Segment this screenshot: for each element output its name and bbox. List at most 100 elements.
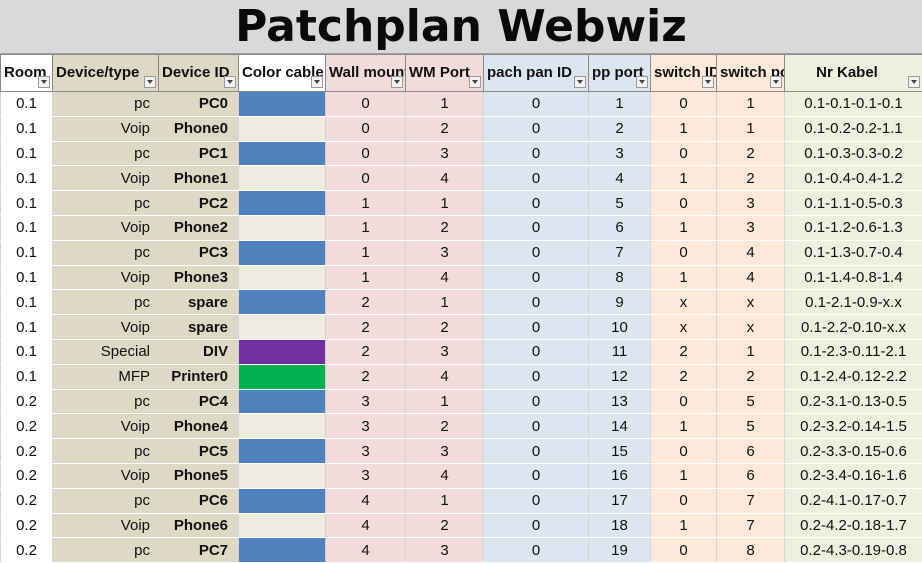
cell-device-type[interactable]: Voip bbox=[53, 414, 159, 439]
cell-switch-port[interactable]: 5 bbox=[717, 389, 785, 414]
cell-switch-port[interactable]: 2 bbox=[717, 141, 785, 166]
cell-wm-port[interactable]: 4 bbox=[406, 265, 484, 290]
cell-room[interactable]: 0.1 bbox=[1, 364, 53, 389]
cell-nr-kabel[interactable]: 0.2-4.1-0.17-0.7 bbox=[785, 488, 922, 513]
cell-device-id[interactable]: PC3 bbox=[159, 240, 239, 265]
cell-pp-port[interactable]: 7 bbox=[589, 240, 651, 265]
cell-wall-mount[interactable]: 4 bbox=[326, 488, 406, 513]
cell-device-id[interactable]: PC1 bbox=[159, 141, 239, 166]
cell-switch-id[interactable]: x bbox=[651, 290, 717, 315]
cell-patch-panel-id[interactable]: 0 bbox=[484, 141, 589, 166]
cell-nr-kabel[interactable]: 0.2-3.2-0.14-1.5 bbox=[785, 414, 922, 439]
cell-wm-port[interactable]: 4 bbox=[406, 463, 484, 488]
cell-room[interactable]: 0.2 bbox=[1, 513, 53, 538]
cell-device-id[interactable]: spare bbox=[159, 315, 239, 340]
cell-device-type[interactable]: pc bbox=[53, 141, 159, 166]
header-nr-kabel[interactable]: Nr Kabel bbox=[785, 55, 922, 92]
cell-patch-panel-id[interactable]: 0 bbox=[484, 538, 589, 563]
cell-room[interactable]: 0.2 bbox=[1, 439, 53, 464]
cell-patch-panel-id[interactable]: 0 bbox=[484, 116, 589, 141]
color-swatch-cell[interactable] bbox=[239, 141, 326, 166]
cell-room[interactable]: 0.2 bbox=[1, 389, 53, 414]
cell-device-type[interactable]: Voip bbox=[53, 513, 159, 538]
cell-nr-kabel[interactable]: 0.2-4.3-0.19-0.8 bbox=[785, 538, 922, 563]
cell-switch-id[interactable]: 1 bbox=[651, 166, 717, 191]
cell-pp-port[interactable]: 17 bbox=[589, 488, 651, 513]
cell-patch-panel-id[interactable]: 0 bbox=[484, 240, 589, 265]
filter-dropdown-icon[interactable] bbox=[702, 76, 714, 88]
cell-device-type[interactable]: Voip bbox=[53, 463, 159, 488]
cell-switch-id[interactable]: 2 bbox=[651, 339, 717, 364]
cell-switch-port[interactable]: 2 bbox=[717, 166, 785, 191]
cell-wm-port[interactable]: 2 bbox=[406, 116, 484, 141]
color-swatch-cell[interactable] bbox=[239, 92, 326, 117]
cell-wm-port[interactable]: 1 bbox=[406, 92, 484, 117]
color-swatch-cell[interactable] bbox=[239, 439, 326, 464]
cell-device-type[interactable]: Voip bbox=[53, 116, 159, 141]
color-swatch-cell[interactable] bbox=[239, 315, 326, 340]
cell-patch-panel-id[interactable]: 0 bbox=[484, 463, 589, 488]
cell-switch-id[interactable]: 1 bbox=[651, 215, 717, 240]
cell-device-type[interactable]: pc bbox=[53, 290, 159, 315]
cell-device-type[interactable]: Special bbox=[53, 339, 159, 364]
cell-switch-port[interactable]: 1 bbox=[717, 116, 785, 141]
cell-wm-port[interactable]: 1 bbox=[406, 290, 484, 315]
filter-dropdown-icon[interactable] bbox=[144, 76, 156, 88]
cell-wm-port[interactable]: 1 bbox=[406, 488, 484, 513]
cell-room[interactable]: 0.1 bbox=[1, 265, 53, 290]
cell-switch-id[interactable]: 0 bbox=[651, 538, 717, 563]
cell-switch-port[interactable]: 8 bbox=[717, 538, 785, 563]
filter-dropdown-icon[interactable] bbox=[311, 76, 323, 88]
cell-wall-mount[interactable]: 3 bbox=[326, 463, 406, 488]
cell-wm-port[interactable]: 2 bbox=[406, 414, 484, 439]
cell-wall-mount[interactable]: 2 bbox=[326, 290, 406, 315]
cell-wm-port[interactable]: 3 bbox=[406, 240, 484, 265]
header-wm-port[interactable]: WM Port bbox=[406, 55, 484, 92]
cell-pp-port[interactable]: 16 bbox=[589, 463, 651, 488]
cell-wall-mount[interactable]: 0 bbox=[326, 166, 406, 191]
cell-room[interactable]: 0.1 bbox=[1, 315, 53, 340]
header-device-id[interactable]: Device ID bbox=[159, 55, 239, 92]
cell-wall-mount[interactable]: 1 bbox=[326, 265, 406, 290]
cell-device-id[interactable]: PC5 bbox=[159, 439, 239, 464]
cell-wm-port[interactable]: 4 bbox=[406, 166, 484, 191]
cell-nr-kabel[interactable]: 0.1-1.2-0.6-1.3 bbox=[785, 215, 922, 240]
color-swatch-cell[interactable] bbox=[239, 463, 326, 488]
cell-wall-mount[interactable]: 4 bbox=[326, 513, 406, 538]
cell-switch-port[interactable]: 6 bbox=[717, 463, 785, 488]
cell-switch-port[interactable]: 4 bbox=[717, 240, 785, 265]
header-device-type[interactable]: Device/type bbox=[53, 55, 159, 92]
header-patch-panel-id[interactable]: pach pan ID bbox=[484, 55, 589, 92]
cell-switch-port[interactable]: x bbox=[717, 290, 785, 315]
cell-device-type[interactable]: pc bbox=[53, 538, 159, 563]
cell-device-id[interactable]: PC0 bbox=[159, 92, 239, 117]
cell-room[interactable]: 0.1 bbox=[1, 166, 53, 191]
cell-switch-port[interactable]: 6 bbox=[717, 439, 785, 464]
filter-dropdown-icon[interactable] bbox=[636, 76, 648, 88]
cell-nr-kabel[interactable]: 0.1-0.1-0.1-0.1 bbox=[785, 92, 922, 117]
header-wall-mount[interactable]: Wall mount bbox=[326, 55, 406, 92]
cell-patch-panel-id[interactable]: 0 bbox=[484, 513, 589, 538]
cell-pp-port[interactable]: 5 bbox=[589, 191, 651, 216]
filter-dropdown-icon[interactable] bbox=[574, 76, 586, 88]
cell-wm-port[interactable]: 3 bbox=[406, 141, 484, 166]
cell-room[interactable]: 0.1 bbox=[1, 290, 53, 315]
cell-device-id[interactable]: Phone6 bbox=[159, 513, 239, 538]
cell-pp-port[interactable]: 9 bbox=[589, 290, 651, 315]
cell-device-id[interactable]: PC7 bbox=[159, 538, 239, 563]
cell-room[interactable]: 0.2 bbox=[1, 538, 53, 563]
cell-wm-port[interactable]: 2 bbox=[406, 513, 484, 538]
cell-switch-port[interactable]: 4 bbox=[717, 265, 785, 290]
cell-wm-port[interactable]: 4 bbox=[406, 364, 484, 389]
color-swatch-cell[interactable] bbox=[239, 414, 326, 439]
cell-patch-panel-id[interactable]: 0 bbox=[484, 191, 589, 216]
color-swatch-cell[interactable] bbox=[239, 488, 326, 513]
header-switch-port[interactable]: switch port bbox=[717, 55, 785, 92]
cell-wm-port[interactable]: 1 bbox=[406, 191, 484, 216]
cell-wall-mount[interactable]: 0 bbox=[326, 141, 406, 166]
filter-dropdown-icon[interactable] bbox=[908, 76, 920, 88]
cell-nr-kabel[interactable]: 0.2-3.4-0.16-1.6 bbox=[785, 463, 922, 488]
cell-device-id[interactable]: Printer0 bbox=[159, 364, 239, 389]
cell-switch-port[interactable]: 1 bbox=[717, 92, 785, 117]
cell-patch-panel-id[interactable]: 0 bbox=[484, 389, 589, 414]
